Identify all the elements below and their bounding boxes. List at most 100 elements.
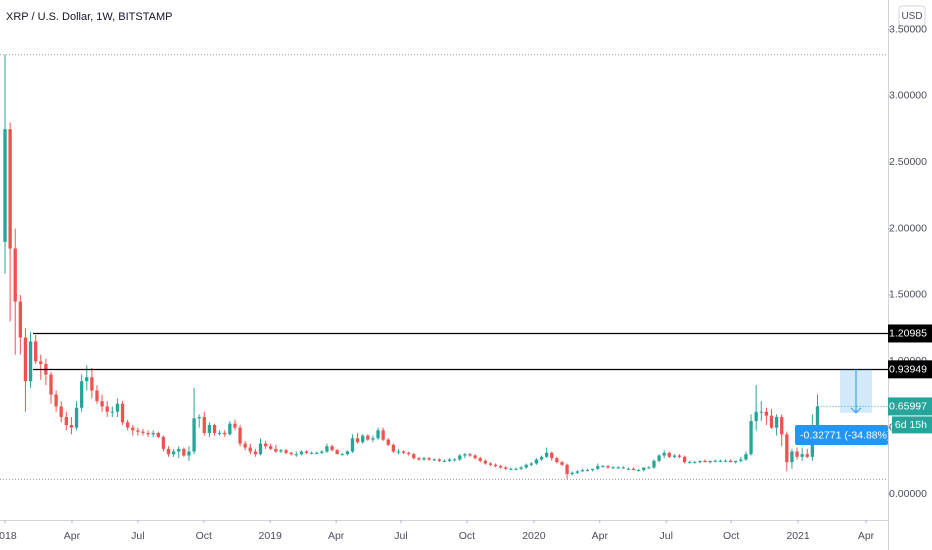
y-tick-label: 3.50000 xyxy=(889,23,927,35)
candle-body xyxy=(74,407,79,428)
candle-body xyxy=(703,460,707,463)
currency-label[interactable]: USD xyxy=(901,11,922,22)
candle-body xyxy=(284,450,288,453)
candle-body xyxy=(499,466,503,468)
x-tick-label: Jul xyxy=(660,530,673,542)
candle-body xyxy=(69,424,74,428)
candle-body xyxy=(396,451,401,453)
x-tick-label: Oct xyxy=(196,530,212,542)
candle-body xyxy=(698,460,702,463)
candle-body xyxy=(708,460,712,463)
candle-body xyxy=(253,451,258,455)
candle-body xyxy=(764,411,769,416)
candle-body xyxy=(795,451,799,457)
candle-body xyxy=(723,460,728,462)
countdown-box xyxy=(892,416,932,434)
candle-body xyxy=(177,448,181,452)
candle-body xyxy=(315,452,319,454)
candle-body xyxy=(376,430,380,439)
candle-body xyxy=(407,452,411,455)
candle-body xyxy=(161,436,166,449)
candle-body xyxy=(611,467,615,469)
candle-body xyxy=(391,444,396,452)
measure-label: -0.32771 (-34.88%) -3 xyxy=(800,429,903,441)
candle-body xyxy=(488,463,493,465)
candle-body xyxy=(780,417,784,435)
candle-body xyxy=(580,470,585,472)
candle-body xyxy=(192,418,196,452)
candle-body xyxy=(202,417,206,433)
candle-body xyxy=(473,455,477,459)
y-tick-label: 1.50000 xyxy=(889,289,927,301)
candle-body xyxy=(631,468,636,471)
candle-body xyxy=(85,377,89,382)
candle-body xyxy=(596,466,600,469)
y-tick-label: 2.00000 xyxy=(889,222,927,234)
candle-body xyxy=(100,401,104,407)
candle-body xyxy=(422,458,426,460)
candle-body xyxy=(662,452,666,456)
candle-body xyxy=(120,403,125,423)
candle-body xyxy=(248,447,252,452)
candle-body xyxy=(519,467,523,469)
candle-body xyxy=(417,458,421,460)
x-tick-label: Oct xyxy=(723,530,739,542)
candle-body xyxy=(13,248,17,302)
currency-button[interactable] xyxy=(898,5,926,27)
chart-title: XRP / U.S. Dollar, 1W, BITSTAMP xyxy=(6,11,172,23)
candle-body xyxy=(785,434,789,463)
candle-body xyxy=(616,467,620,469)
countdown-label: 6d 15h xyxy=(895,419,927,431)
candle-body xyxy=(493,464,498,467)
candle-body xyxy=(320,451,324,453)
candle-body xyxy=(805,454,809,457)
line-price-label: 0.93949 xyxy=(889,364,927,376)
candle-body xyxy=(534,459,539,464)
candle-body xyxy=(131,427,135,431)
candle-body xyxy=(274,448,278,452)
candle-body xyxy=(28,341,33,382)
last-price-label: 0.65997 xyxy=(889,401,927,413)
candle-body xyxy=(340,454,344,456)
candle-body xyxy=(652,460,656,468)
candle-body xyxy=(790,451,794,463)
candle-body xyxy=(744,454,748,460)
candle-body xyxy=(728,460,733,463)
candle-body xyxy=(18,301,22,338)
candle-body xyxy=(325,446,329,452)
candle-body xyxy=(478,458,482,461)
line-price-box xyxy=(888,360,932,379)
x-tick-label: Jul xyxy=(394,530,407,542)
candle-body xyxy=(749,421,753,455)
candle-body xyxy=(468,454,472,456)
candle-body xyxy=(299,451,304,455)
candle-body xyxy=(146,432,150,435)
candle-body xyxy=(355,438,360,443)
candle-body xyxy=(463,454,467,456)
candle-body xyxy=(677,455,682,457)
candle-body xyxy=(815,406,820,428)
candle-body xyxy=(504,467,508,469)
candle-body xyxy=(64,417,68,425)
candle-body xyxy=(136,430,140,432)
candle-body xyxy=(601,466,605,468)
candle-body xyxy=(151,432,155,435)
measure-label-box xyxy=(795,425,888,445)
y-tick-label: 0.00000 xyxy=(889,488,927,500)
candle-body xyxy=(509,468,513,470)
candle-body xyxy=(141,431,145,433)
candle-body xyxy=(171,451,176,455)
candle-body xyxy=(49,374,53,395)
candle-body xyxy=(279,450,283,452)
candle-body xyxy=(544,452,549,457)
candle-body xyxy=(95,390,99,402)
candle-body xyxy=(238,427,242,444)
candle-body xyxy=(79,381,84,408)
candle-body xyxy=(223,432,227,435)
candle-body xyxy=(34,341,38,362)
candle-body xyxy=(437,459,442,461)
candle-body xyxy=(228,423,232,435)
candle-body xyxy=(361,435,365,443)
